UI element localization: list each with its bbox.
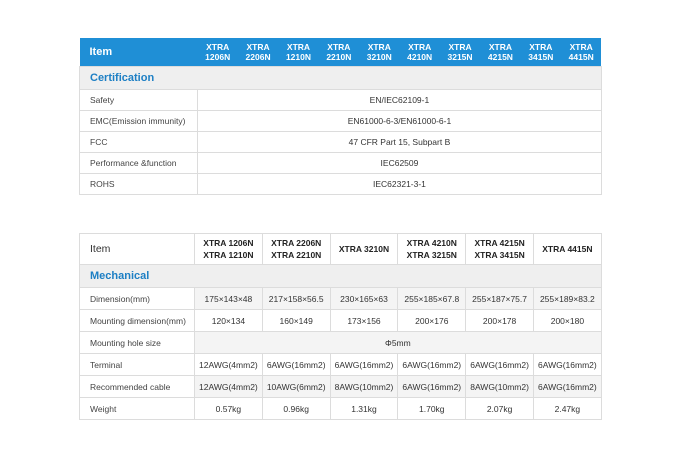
row-label: Mounting dimension(mm) — [79, 309, 195, 332]
row-label: Safety — [79, 89, 198, 111]
cell-value: 0.57kg — [194, 397, 263, 420]
section-title-certification: Certification — [79, 66, 602, 90]
model-header: XTRA 3210N — [329, 233, 399, 265]
cell-value: 173×156 — [329, 309, 399, 332]
row-label: Weight — [79, 397, 195, 420]
cell-value: 0.96kg — [261, 397, 331, 420]
cell-value: 200×176 — [397, 309, 467, 332]
model-header: XTRA 3415N — [520, 38, 562, 67]
row-label: Mounting hole size — [79, 331, 195, 354]
row-label: FCC — [79, 131, 198, 153]
cell-value: 255×187×75.7 — [465, 287, 534, 310]
mechanical-header-row: Item XTRA 1206N XTRA 1210N XTRA 2206N XTRA… — [79, 233, 602, 265]
cell-value: 6AWG(16mm2) — [465, 353, 534, 376]
row-label: Performance &function — [79, 152, 198, 174]
row-label: Dimension(mm) — [79, 287, 195, 310]
header-item: Item — [79, 38, 198, 67]
model-header: XTRA 4215N XTRA 3415N — [465, 233, 534, 265]
table-row: Dimension(mm) 175×143×48 217×158×56.5 23… — [79, 287, 602, 310]
table-row: Mounting dimension(mm) 120×134 160×149 1… — [79, 309, 602, 332]
cell-value: 2.07kg — [465, 397, 534, 420]
row-label: Recommended cable — [79, 375, 195, 398]
section-row: Certification — [79, 66, 602, 90]
row-value: IEC62321-3-1 — [197, 173, 602, 195]
model-header: XTRA 3210N — [359, 38, 400, 67]
cell-value: 230×165×63 — [329, 287, 399, 310]
mechanical-table: Item XTRA 1206N XTRA 1210N XTRA 2206N XTRA… — [79, 233, 602, 420]
table-row: Recommended cable 12AWG(4mm2) 10AWG(6mm2… — [79, 375, 602, 398]
table-row: EMC(Emission immunity) EN61000-6-3/EN610… — [79, 110, 602, 132]
table-row: Terminal 12AWG(4mm2) 6AWG(16mm2) 6AWG(16… — [79, 353, 602, 376]
table-row: ROHS IEC62321-3-1 — [79, 173, 602, 195]
cell-value: 6AWG(16mm2) — [397, 375, 467, 398]
model-header: XTRA 3215N — [439, 38, 481, 67]
certification-table: Item XTRA 1206N XTRA 2206N XTRA 1210N XTRA 2… — [79, 38, 602, 195]
cell-value: 10AWG(6mm2) — [261, 375, 331, 398]
cell-value: 175×143×48 — [194, 287, 263, 310]
cell-value: 8AWG(10mm2) — [329, 375, 399, 398]
model-header: XTRA 4210N XTRA 3215N — [397, 233, 467, 265]
cell-value: 255×185×67.8 — [397, 287, 467, 310]
model-header: XTRA 1206N — [197, 38, 238, 67]
table-row: Weight 0.57kg 0.96kg 1.31kg 1.70kg 2.07k… — [79, 397, 602, 420]
cell-value: 200×180 — [532, 309, 602, 332]
model-header: XTRA 1210N — [278, 38, 319, 67]
cell-value: 6AWG(16mm2) — [532, 375, 602, 398]
cell-value: Φ5mm — [194, 331, 602, 354]
cell-value: 2.47kg — [532, 397, 602, 420]
cell-value: 255×189×83.2 — [532, 287, 602, 310]
model-header: XTRA 2210N — [318, 38, 360, 67]
row-label: Terminal — [79, 353, 195, 376]
header-item: Item — [79, 233, 195, 265]
model-header: XTRA 1206N XTRA 1210N — [194, 233, 263, 265]
section-row: Mechanical — [79, 264, 602, 288]
model-header: XTRA 4215N — [480, 38, 521, 67]
cell-value: 6AWG(16mm2) — [397, 353, 467, 376]
cell-value: 200×178 — [465, 309, 534, 332]
row-label: EMC(Emission immunity) — [79, 110, 198, 132]
row-value: EN61000-6-3/EN61000-6-1 — [197, 110, 602, 132]
cell-value: 1.70kg — [397, 397, 467, 420]
cell-value: 6AWG(16mm2) — [261, 353, 331, 376]
row-label: ROHS — [79, 173, 198, 195]
row-value: 47 CFR Part 15, Subpart B — [197, 131, 602, 153]
cell-value: 160×149 — [261, 309, 331, 332]
model-header: XTRA 2206N XTRA 2210N — [261, 233, 331, 265]
certification-header-row: Item XTRA 1206N XTRA 2206N XTRA 1210N XTRA 2… — [79, 38, 602, 67]
row-value: EN/IEC62109-1 — [197, 89, 602, 111]
row-value: IEC62509 — [197, 152, 602, 174]
model-header: XTRA 4210N — [399, 38, 440, 67]
model-header: XTRA 2206N — [237, 38, 279, 67]
table-row: Performance &function IEC62509 — [79, 152, 602, 174]
cell-value: 6AWG(16mm2) — [329, 353, 399, 376]
model-header: XTRA 4415N — [561, 38, 602, 67]
cell-value: 120×134 — [194, 309, 263, 332]
model-header: XTRA 4415N — [532, 233, 602, 265]
cell-value: 12AWG(4mm2) — [194, 375, 263, 398]
table-row: FCC 47 CFR Part 15, Subpart B — [79, 131, 602, 153]
cell-value: 12AWG(4mm2) — [194, 353, 263, 376]
cell-value: 217×158×56.5 — [261, 287, 331, 310]
cell-value: 6AWG(16mm2) — [532, 353, 602, 376]
section-title-mechanical: Mechanical — [79, 264, 602, 288]
table-row: Safety EN/IEC62109-1 — [79, 89, 602, 111]
cell-value: 1.31kg — [329, 397, 399, 420]
cell-value: 8AWG(10mm2) — [465, 375, 534, 398]
table-row: Mounting hole size Φ5mm — [79, 331, 602, 354]
